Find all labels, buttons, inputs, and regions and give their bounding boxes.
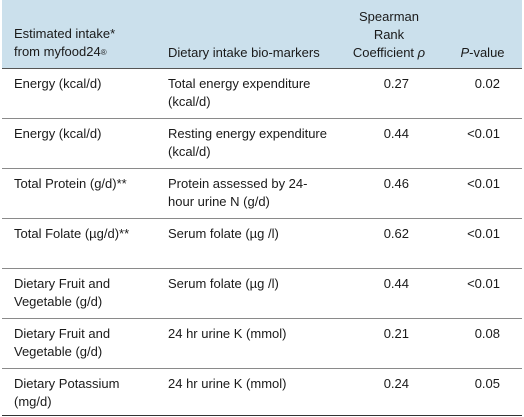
p-value-cell: <0.01 (467, 276, 500, 291)
header-estimated-intake: Estimated intake* from myfood24® (2, 0, 152, 69)
biomarker-cell: Serum folate (µg /l) (168, 276, 279, 291)
table-row: Energy (kcal/d) Resting energy expenditu… (2, 118, 522, 169)
header-spearman-line2: Rank (373, 27, 405, 42)
header-biomarkers: Dietary intake bio-markers (152, 0, 333, 69)
rho-cell: 0.44 (383, 126, 409, 141)
biomarker-cell: 24 hr urine K (mmol) (168, 376, 287, 391)
biomarker-cell: Resting energy expenditure (kcal/d) (168, 126, 327, 159)
header-estimated-intake-line2: from myfood24 (14, 44, 101, 59)
header-spearman-line3: Coefficient (352, 45, 415, 60)
table-row: Energy (kcal/d) Total energy expenditure… (2, 68, 522, 119)
table-header: Estimated intake* from myfood24® Dietary… (2, 0, 522, 69)
rho-cell: 0.62 (383, 226, 409, 241)
header-estimated-intake-line1: Estimated intake* (14, 26, 116, 41)
intake-cell: Dietary Fruit and Vegetable (g/d) (14, 326, 111, 359)
biomarker-cell: Serum folate (µg /l) (168, 226, 279, 241)
registered-mark: ® (100, 48, 107, 57)
table-row: Dietary Fruit and Vegetable (g/d) 24 hr … (2, 318, 522, 369)
header-row: Estimated intake* from myfood24® Dietary… (2, 0, 522, 69)
header-p-value: P-value (443, 0, 522, 69)
table-row: Dietary Potassium (mg/d) 24 hr urine K (… (2, 368, 522, 416)
header-biomarkers-label: Dietary intake bio-markers (168, 45, 320, 60)
table-body: Energy (kcal/d) Total energy expenditure… (2, 68, 522, 416)
table-row: Total Folate (µg/d)** Serum folate (µg /… (2, 218, 522, 269)
rho-symbol: ρ (417, 45, 426, 60)
p-value-cell: <0.01 (467, 126, 500, 141)
intake-cell: Total Folate (µg/d)** (14, 226, 130, 241)
biomarker-cell: Total energy expenditure (kcal/d) (168, 76, 311, 109)
header-p-letter: P (460, 45, 470, 60)
biomarker-cell: Protein assessed by 24-hour urine N (g/d… (168, 176, 308, 209)
p-value-cell: 0.02 (474, 76, 500, 91)
intake-cell: Energy (kcal/d) (14, 126, 102, 141)
intake-cell: Total Protein (g/d)** (14, 176, 127, 191)
rho-cell: 0.21 (383, 326, 409, 341)
intake-cell: Energy (kcal/d) (14, 76, 102, 91)
rho-cell: 0.24 (383, 376, 409, 391)
table-row: Dietary Fruit and Vegetable (g/d) Serum … (2, 268, 522, 319)
rho-cell: 0.44 (383, 276, 409, 291)
table-row: Total Protein (g/d)** Protein assessed b… (2, 168, 522, 219)
p-value-cell: 0.08 (474, 326, 500, 341)
biomarker-cell: 24 hr urine K (mmol) (168, 326, 287, 341)
rho-cell: 0.46 (383, 176, 409, 191)
header-spearman: Spearman Rank Coefficient ρ (333, 0, 443, 69)
rho-cell: 0.27 (383, 76, 409, 91)
intake-cell: Dietary Fruit and Vegetable (g/d) (14, 276, 111, 309)
intake-cell: Dietary Potassium (mg/d) (14, 376, 120, 409)
header-spearman-line1: Spearman (359, 9, 419, 24)
p-value-cell: 0.05 (474, 376, 500, 391)
header-p-rest: -value (469, 45, 505, 60)
p-value-cell: <0.01 (467, 226, 500, 241)
p-value-cell: <0.01 (467, 176, 500, 191)
